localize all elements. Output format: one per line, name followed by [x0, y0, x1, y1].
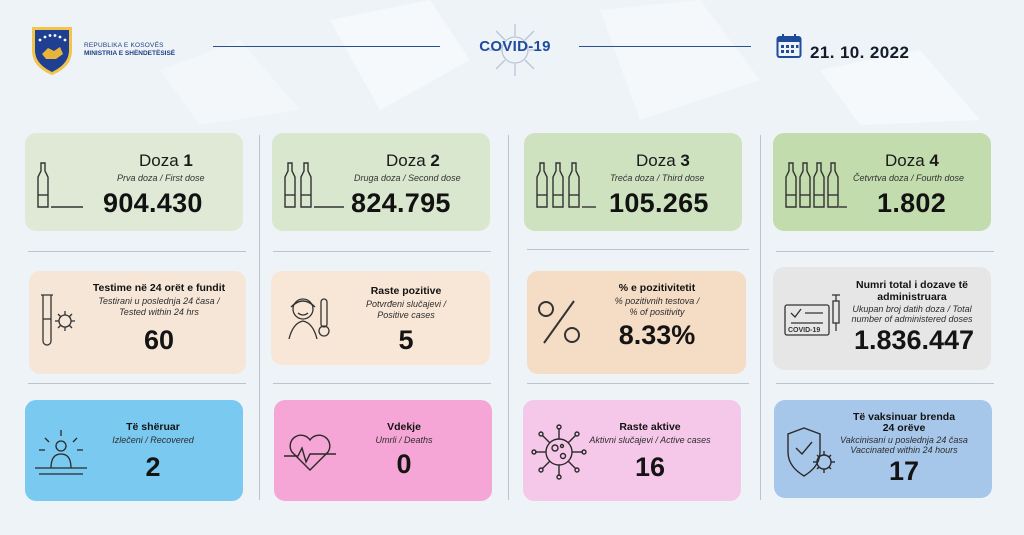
vials-icon — [284, 162, 344, 208]
dose-subtitle: Prva doza / First dose — [117, 173, 205, 183]
active-title: Raste aktive — [619, 421, 681, 433]
dose-value: 904.430 — [103, 188, 203, 218]
separator — [273, 251, 491, 252]
vaccine-card-icon: COVID-19 — [784, 294, 840, 336]
vaccinated-subtitle-2: Vaccinated within 24 hours — [850, 445, 958, 455]
total-title-2: administruara — [877, 291, 947, 303]
dose-title: Doza 3 — [636, 151, 690, 171]
vaccinated-24h-card: Të vaksinuar brenda 24 orëve Vakcinisani… — [774, 400, 992, 498]
recovered-title: Të shëruar — [126, 421, 180, 433]
dose-card-3: Doza 3 Treća doza / Third dose 105.265 — [524, 133, 742, 231]
vials-icon — [536, 162, 596, 208]
total-value: 1.836.447 — [853, 325, 975, 355]
virus-icon — [489, 24, 541, 76]
header-line-left — [213, 46, 440, 47]
dose-label: Doza — [386, 151, 426, 170]
separator — [259, 135, 260, 500]
separator — [508, 135, 509, 500]
vial-icon — [37, 162, 83, 208]
page-title: COVID-19 — [479, 38, 551, 55]
vaccine-card-label: COVID-19 — [788, 327, 820, 334]
positive-subtitle-1: Potvrđeni slučajevi / — [365, 299, 447, 309]
tests-card: Testime në 24 orët e fundit Testirani u … — [29, 271, 246, 374]
deaths-subtitle: Umrli / Deaths — [375, 435, 433, 445]
vaccinated-title-2: 24 orëve — [882, 422, 926, 434]
separator — [760, 135, 761, 500]
header: REPUBLIKA E KOSOVËS MINISTRIA E SHËNDETË… — [0, 0, 1024, 110]
positive-subtitle-2: Positive cases — [377, 310, 435, 320]
positive-cases-card: Raste pozitive Potvrđeni slučajevi / Pos… — [271, 271, 490, 365]
positive-title: Raste pozitive — [370, 285, 442, 297]
recovered-card: Të shëruar Izlečeni / Recovered 2 — [25, 400, 243, 501]
dose-number: 1 — [183, 151, 193, 170]
tests-subtitle-1: Testirani u poslednja 24 časa / — [98, 296, 220, 306]
dose-card-4: Doza 4 Četvrtva doza / Fourth dose 1.802 — [773, 133, 991, 231]
separator — [273, 383, 491, 384]
dose-card-2: Doza 2 Druga doza / Second dose 824.795 — [272, 133, 490, 231]
positivity-title: % e pozitivitetit — [618, 282, 696, 294]
ministry-line2: MINISTRIA E SHËNDETËSISË — [84, 50, 176, 57]
dose-subtitle: Druga doza / Second dose — [354, 173, 461, 183]
percent-icon — [538, 300, 580, 344]
header-line-right — [579, 46, 751, 47]
vials-icon — [785, 162, 847, 208]
dose-number: 4 — [929, 151, 939, 170]
dose-number: 2 — [430, 151, 440, 170]
total-subtitle-1: Ukupan broj datih doza / Total — [852, 304, 972, 314]
calendar-icon — [776, 34, 802, 58]
separator — [527, 383, 749, 384]
shield-virus-icon — [787, 427, 835, 477]
ministry-name: REPUBLIKA E KOSOVËS MINISTRIA E SHËNDETË… — [84, 42, 175, 58]
dose-title: Doza 2 — [386, 151, 440, 171]
dose-subtitle: Četvrtva doza / Fourth dose — [853, 173, 965, 183]
recovered-value: 2 — [145, 452, 161, 482]
dose-value: 824.795 — [351, 188, 451, 218]
dose-number: 3 — [680, 151, 690, 170]
separator — [776, 251, 994, 252]
tests-title: Testime në 24 orët e fundit — [92, 282, 226, 294]
positivity-subtitle-2: % of positivity — [629, 307, 685, 317]
tests-subtitle-2: Tested within 24 hrs — [119, 307, 199, 317]
tests-value: 60 — [143, 325, 175, 355]
heartbeat-icon — [284, 434, 336, 471]
sick-person-icon — [288, 298, 330, 340]
report-date: 21. 10. 2022 — [810, 43, 910, 62]
deaths-value: 0 — [396, 449, 412, 479]
separator — [28, 383, 246, 384]
dose-value: 1.802 — [877, 188, 947, 218]
separator — [527, 249, 749, 250]
recovered-person-icon — [35, 430, 87, 475]
total-subtitle-2: number of administered doses — [851, 314, 973, 324]
separator — [28, 251, 246, 252]
dose-subtitle: Treća doza / Third dose — [610, 173, 705, 183]
dose-value: 105.265 — [609, 188, 709, 218]
vaccinated-value: 17 — [888, 456, 920, 486]
coronavirus-icon — [531, 424, 587, 480]
positivity-card: % e pozitivitetit % pozitivnih testova /… — [527, 271, 746, 374]
positive-value: 5 — [398, 325, 414, 355]
dose-title: Doza 4 — [885, 151, 939, 171]
recovered-subtitle: Izlečeni / Recovered — [112, 435, 194, 445]
test-tube-icon — [41, 294, 75, 346]
active-subtitle: Aktivni slučajevi / Active cases — [589, 435, 711, 445]
dose-card-1: Doza 1 Prva doza / First dose 904.430 — [25, 133, 243, 231]
positivity-subtitle-1: % pozitivnih testova / — [614, 296, 700, 306]
total-title-1: Numri total i dozave të — [855, 279, 969, 291]
deaths-card: Vdekje Umrli / Deaths 0 — [274, 400, 492, 501]
dose-label: Doza — [636, 151, 676, 170]
dose-title: Doza 1 — [139, 151, 193, 171]
kosovo-crest-icon — [32, 27, 72, 75]
positivity-value: 8.33% — [618, 320, 696, 350]
vaccinated-subtitle-1: Vakcinisani u poslednja 24 časa — [840, 435, 968, 445]
vaccinated-title-1: Të vaksinuar brenda — [852, 411, 956, 423]
active-cases-card: Raste aktive Aktivni slučajevi / Active … — [523, 400, 741, 501]
active-value: 16 — [634, 452, 666, 482]
dose-label: Doza — [139, 151, 179, 170]
deaths-title: Vdekje — [387, 421, 421, 433]
dose-label: Doza — [885, 151, 925, 170]
total-doses-card: COVID-19 Numri total i dozave të adminis… — [773, 267, 991, 370]
separator — [776, 383, 994, 384]
ministry-line1: REPUBLIKA E KOSOVËS — [84, 42, 164, 49]
